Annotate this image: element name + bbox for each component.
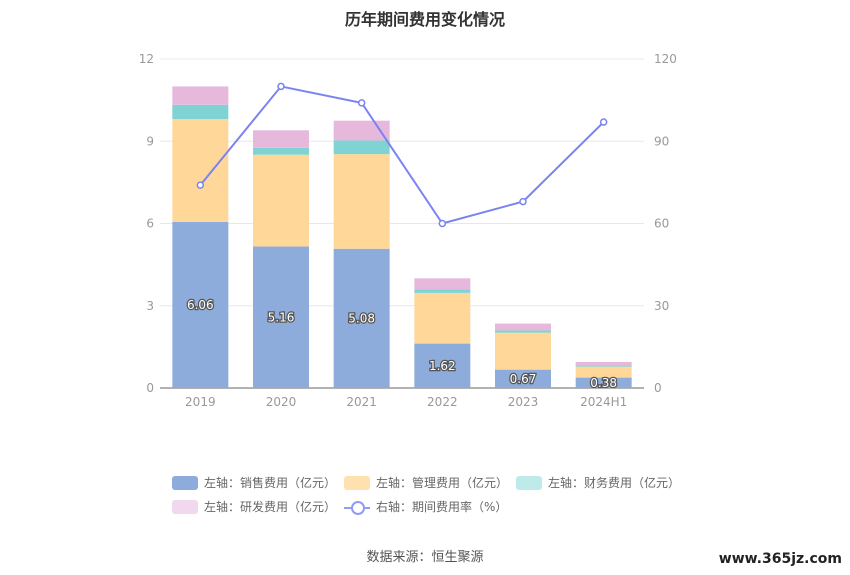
bar-finance xyxy=(253,147,309,155)
bar-rd xyxy=(575,361,632,366)
left-tick-label: 6 xyxy=(146,217,154,231)
legend-label-rate: 右轴：期间费用率（%） xyxy=(376,500,508,514)
legend-item-admin[interactable]: 左轴：管理费用（亿元） xyxy=(344,474,508,491)
bar-finance xyxy=(414,289,471,293)
data-label-sales: 0.38 xyxy=(590,376,617,390)
rate-point xyxy=(519,197,527,206)
legend-swatch-sales xyxy=(172,475,198,490)
bar-sales xyxy=(253,246,309,388)
left-tick-label: 3 xyxy=(146,299,154,313)
legend-label-admin: 左轴：管理费用（亿元） xyxy=(376,476,509,490)
bar-admin xyxy=(172,119,229,222)
legend-label-finance: 左轴：财务费用（亿元） xyxy=(548,476,681,490)
watermark: www.365jz.com xyxy=(718,551,842,567)
x-tick-label: 2020 xyxy=(266,395,297,409)
legend-swatch-admin xyxy=(344,475,370,490)
bar-admin xyxy=(495,332,551,370)
bar-finance xyxy=(575,365,632,367)
rate-point xyxy=(599,118,608,126)
legend-swatch-rate xyxy=(344,500,370,515)
x-tick-label: 2021 xyxy=(346,395,377,409)
legend-item-sales[interactable]: 左轴：销售费用（亿元） xyxy=(172,474,336,491)
bar-sales xyxy=(495,369,551,388)
rate-point xyxy=(277,82,285,91)
bar-admin xyxy=(253,154,309,247)
bar-admin xyxy=(333,154,390,249)
bar-finance xyxy=(333,140,390,155)
bar-admin xyxy=(414,292,471,344)
bar-finance xyxy=(495,330,551,333)
x-tick-label: 2019 xyxy=(185,395,216,409)
legend-label-rd: 左轴：研发费用（亿元） xyxy=(204,500,337,514)
bar-sales xyxy=(333,248,390,388)
chart-title: 历年期间费用变化情况 xyxy=(344,10,505,29)
bar-rd xyxy=(172,86,229,105)
left-tick-label: 9 xyxy=(146,134,154,148)
legend-item-rate[interactable]: 右轴：期间费用率（%） xyxy=(344,498,507,515)
data-label-sales: 5.16 xyxy=(268,310,295,324)
x-tick-label: 2022 xyxy=(427,395,458,409)
rate-line xyxy=(199,85,605,225)
bar-rd xyxy=(253,130,309,148)
right-tick-label: 120 xyxy=(654,52,677,66)
data-label-sales: 5.08 xyxy=(348,311,375,325)
right-tick-label: 90 xyxy=(654,134,669,148)
bar-rd xyxy=(495,323,551,331)
left-tick-label: 12 xyxy=(139,52,154,66)
data-source: 数据来源：恒生聚源 xyxy=(366,550,484,565)
legend-swatch-rd xyxy=(172,499,198,514)
bar-rd xyxy=(333,120,390,141)
x-tick-label: 2024H1 xyxy=(580,395,627,409)
rate-point xyxy=(357,99,366,107)
bar-rd xyxy=(414,278,471,290)
rate-point xyxy=(438,219,447,228)
bar-sales xyxy=(414,343,471,388)
legend-item-finance[interactable]: 左轴：财务费用（亿元） xyxy=(516,474,680,491)
chart-canvas: 036912030609012020196.0620205.1620215.08… xyxy=(139,52,677,409)
legend-item-rd[interactable]: 左轴：研发费用（亿元） xyxy=(172,498,336,515)
rate-point xyxy=(196,181,205,189)
right-tick-label: 60 xyxy=(654,217,669,231)
bar-admin xyxy=(575,366,632,378)
left-tick-label: 0 xyxy=(146,381,154,395)
data-label-sales: 1.62 xyxy=(429,359,456,373)
legend-label-sales: 左轴：销售费用（亿元） xyxy=(204,476,337,490)
bar-sales xyxy=(172,221,229,388)
right-tick-label: 0 xyxy=(654,381,662,395)
data-label-sales: 6.06 xyxy=(187,298,214,312)
legend-swatch-finance xyxy=(516,475,542,490)
bar-finance xyxy=(172,104,229,120)
bar-sales xyxy=(575,377,632,388)
right-tick-label: 30 xyxy=(654,299,669,313)
data-label-sales: 0.67 xyxy=(510,372,537,386)
x-tick-label: 2023 xyxy=(508,395,539,409)
